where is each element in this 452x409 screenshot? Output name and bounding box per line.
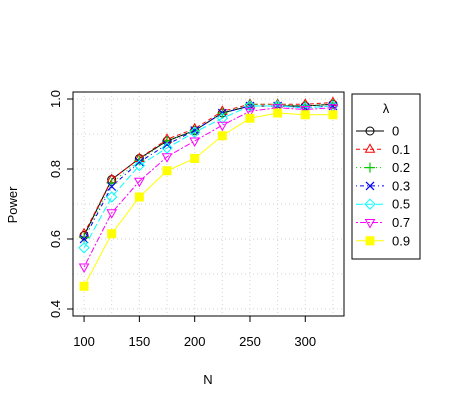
y-axis: 0.4 0.6 0.8 1.0 (48, 90, 73, 318)
legend-box (351, 93, 421, 260)
data-point (217, 131, 227, 141)
legend-items: 0 0.1 0.2 0.3 0.5 0.7 0.9 (356, 124, 410, 248)
data-point (79, 234, 89, 244)
legend-marker (365, 236, 375, 246)
legend-item: 0.2 (356, 160, 410, 175)
legend-item: 0.7 (356, 215, 410, 230)
series-0.2 (79, 99, 338, 243)
data-point (134, 157, 144, 167)
legend-marker (365, 162, 375, 173)
data-point (216, 121, 228, 132)
series-0.3 (79, 101, 338, 244)
y-tick-label: 1.0 (48, 90, 63, 108)
legend-marker (365, 126, 375, 136)
data-point (216, 112, 229, 124)
series-line (83, 107, 333, 268)
data-point (190, 126, 200, 135)
grid (73, 92, 344, 316)
data-point (328, 110, 338, 120)
data-point (79, 281, 89, 291)
data-point (188, 126, 201, 138)
data-point (189, 137, 201, 148)
series-line (83, 102, 333, 234)
series-line (83, 105, 333, 240)
data-point (106, 209, 118, 219)
legend-item: 0.3 (356, 178, 410, 193)
plot-frame (72, 91, 345, 317)
legend-title: λ (383, 101, 390, 116)
series-0 (79, 99, 338, 240)
series-line (83, 103, 333, 236)
y-tick-label: 0.4 (48, 300, 63, 318)
data-point (78, 242, 90, 254)
legend-item: 0.1 (356, 142, 410, 157)
data-point (162, 166, 172, 176)
series-0.5 (78, 100, 339, 254)
x-tick-label: 200 (184, 334, 206, 349)
legend: λ 0 0.1 0.2 0.3 0.5 0.7 0.9 (351, 93, 421, 260)
legend-item: 0.5 (356, 197, 410, 212)
legend-marker (365, 181, 375, 191)
data-point (161, 153, 173, 163)
legend-marker (364, 198, 376, 210)
y-axis-label: Power (5, 186, 20, 224)
x-tick-label: 250 (239, 334, 261, 349)
data-point (300, 110, 310, 120)
y-tick-label: 0.8 (48, 160, 63, 178)
series-line (83, 112, 333, 287)
data-point (327, 104, 339, 114)
data-point (134, 177, 145, 188)
x-axis: 100 150 200 250 300 (73, 316, 316, 349)
legend-marker (364, 143, 376, 153)
legend-item: 0 (356, 124, 399, 139)
series-0.1 (78, 96, 339, 238)
legend-label: 0.7 (392, 215, 410, 230)
x-axis-label: N (203, 372, 212, 387)
data-point (273, 108, 283, 118)
series-0.9 (79, 108, 338, 291)
series-line (83, 103, 333, 238)
legend-label: 0.3 (392, 178, 410, 193)
legend-label: 0.9 (392, 233, 410, 248)
data-point (162, 140, 172, 149)
data-point (79, 232, 90, 243)
data-point (161, 142, 173, 154)
data-point (107, 229, 117, 239)
series-layer (78, 96, 339, 291)
data-point (133, 159, 146, 172)
y-tick-label: 0.6 (48, 230, 63, 248)
legend-marker (364, 219, 376, 229)
data-point (107, 182, 117, 191)
series-line (83, 105, 333, 248)
x-tick-label: 300 (294, 334, 316, 349)
data-point (190, 154, 200, 163)
data-point (78, 263, 90, 274)
data-point (245, 113, 255, 123)
data-point (106, 191, 118, 203)
x-tick-label: 100 (73, 334, 95, 349)
legend-label: 0.1 (392, 142, 410, 157)
data-point (244, 107, 256, 118)
legend-item: 0.9 (356, 233, 410, 248)
data-point (134, 192, 144, 202)
x-tick-label: 150 (129, 334, 151, 349)
legend-label: 0.2 (392, 160, 410, 175)
legend-label: 0.5 (392, 197, 410, 212)
series-0.7 (78, 104, 339, 274)
legend-label: 0 (392, 124, 399, 139)
